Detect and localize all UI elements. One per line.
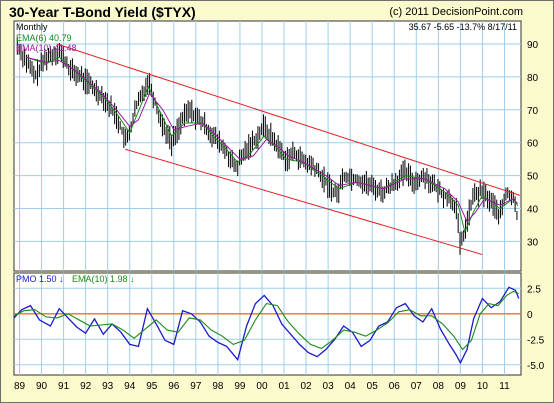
x-tick-label: 01: [278, 381, 290, 392]
pmo-ema-legend: EMA(10) 1.98 ↓: [72, 274, 135, 284]
pmo-y-tick-label: 0: [527, 310, 533, 321]
x-tick-label: 08: [433, 381, 445, 392]
x-tick-label: 02: [301, 381, 313, 392]
x-tick-label: 92: [80, 381, 92, 392]
x-tick-label: 03: [323, 381, 335, 392]
x-tick-label: 91: [58, 381, 70, 392]
pmo-legend: PMO 1.50 ↓: [16, 274, 64, 284]
y-tick-label: 30: [527, 237, 539, 248]
x-tick-label: 93: [102, 381, 114, 392]
pmo-ema-line: [13, 290, 520, 351]
price-readout: 35.67 -5.65 -13.7% 8/17/11: [409, 22, 517, 32]
x-tick-label: 06: [389, 381, 401, 392]
pmo-line: [13, 286, 520, 365]
x-tick-label: 07: [411, 381, 423, 392]
period-label: Monthly: [16, 22, 48, 32]
x-tick-label: 96: [168, 381, 180, 392]
pmo-y-tick-label: -2.5: [527, 335, 545, 346]
x-tick-label: 97: [190, 381, 202, 392]
copyright-text: (c) 2011 DecisionPoint.com: [389, 6, 523, 18]
x-tick-label: 00: [256, 381, 268, 392]
x-tick-label: 98: [212, 381, 224, 392]
x-tick-label: 95: [146, 381, 158, 392]
y-tick-label: 40: [527, 205, 539, 216]
y-tick-label: 90: [527, 40, 539, 51]
y-tick-label: 70: [527, 106, 539, 117]
y-tick-label: 80: [527, 73, 539, 84]
ema6-legend: EMA(6) 40.79: [16, 33, 72, 43]
x-tick-label: 05: [367, 381, 379, 392]
x-tick-label: 09: [455, 381, 467, 392]
x-tick-label: 11: [499, 381, 510, 392]
pmo-panel: [13, 272, 522, 376]
x-tick-label: 94: [124, 381, 136, 392]
x-tick-label: 90: [36, 381, 48, 392]
y-tick-label: 60: [527, 139, 539, 150]
ema10-legend: EMA(10) 41.48: [16, 43, 77, 53]
x-tick-label: 99: [234, 381, 246, 392]
pmo-y-tick-label: -5.0: [527, 361, 545, 372]
pmo-y-tick-label: 2.5: [527, 284, 541, 295]
ema-line: [25, 56, 519, 223]
x-tick-label: 04: [345, 381, 357, 392]
main-panel: [13, 20, 522, 272]
y-tick-label: 50: [527, 172, 539, 183]
channel-upper-line: [56, 43, 521, 196]
channel-lower-line: [125, 148, 483, 256]
x-tick-label: 89: [14, 381, 26, 392]
x-tick-label: 10: [477, 381, 489, 392]
ema-line: [25, 56, 519, 234]
chart-title: 30-Year T-Bond Yield ($TYX): [9, 4, 196, 20]
